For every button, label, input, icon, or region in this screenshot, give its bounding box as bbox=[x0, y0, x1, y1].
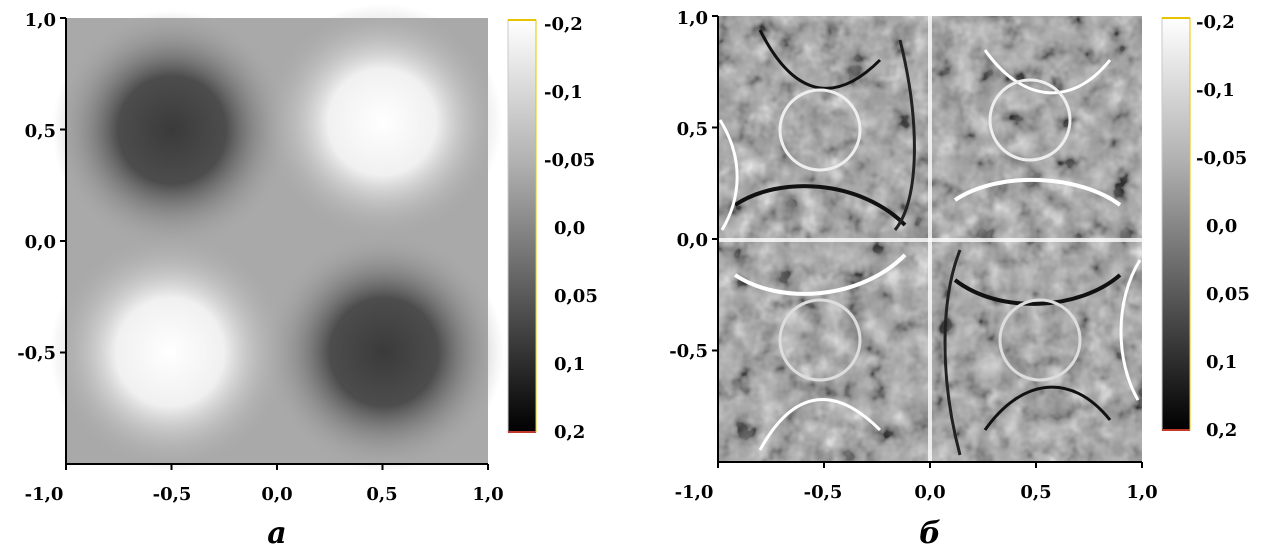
panel-label-b: б bbox=[919, 516, 941, 551]
ylabel-a-4: -0,5 bbox=[17, 343, 56, 364]
ylabel-b-4: -0,5 bbox=[669, 341, 708, 362]
ylabel-b-1: 1,0 bbox=[677, 8, 708, 29]
xlabel-a-3: 0,0 bbox=[261, 484, 292, 505]
heatmap-a-dark-blob-bottom-right bbox=[264, 232, 504, 472]
colorbar-a-label-4: 0,0 bbox=[554, 218, 585, 239]
panel-label-a: а bbox=[267, 516, 286, 551]
colorbar-b-label-6: 0,1 bbox=[1206, 352, 1237, 373]
colorbar-b-label-3: -0,05 bbox=[1196, 148, 1247, 169]
xlabel-a-2: -0,5 bbox=[153, 484, 192, 505]
colorbar-b bbox=[1161, 17, 1191, 431]
colorbar-a-label-3: -0,05 bbox=[544, 150, 595, 171]
colorbar-b-label-4: 0,0 bbox=[1206, 216, 1237, 237]
xlabel-b-2: -0,5 bbox=[804, 482, 843, 503]
ylabel-a-3: 0,0 bbox=[25, 232, 56, 253]
colorbar-a-label-1: -0,2 bbox=[544, 14, 583, 35]
xlabel-a-4: 0,5 bbox=[366, 484, 397, 505]
colorbar-a-label-6: 0,1 bbox=[554, 354, 585, 375]
colorbar-a-label-2: -0,1 bbox=[544, 82, 583, 103]
ylabel-b-3: 0,0 bbox=[677, 230, 708, 251]
colorbar-a-label-5: 0,05 bbox=[554, 286, 598, 307]
colorbar-b-label-5: 0,05 bbox=[1206, 284, 1250, 305]
heatmap-b-structures bbox=[718, 16, 1142, 462]
colorbar-b-label-7: 0,2 bbox=[1206, 420, 1237, 441]
ylabel-a-2: 0,5 bbox=[25, 121, 56, 142]
xlabel-b-5: 1,0 bbox=[1126, 482, 1157, 503]
panel-a: 1,0 0,5 0,0 -0,5 -1,0 -0,5 0,0 0,5 1,0 а… bbox=[17, 4, 598, 551]
panel-b: 1,0 0,5 0,0 -0,5 -1,0 -0,5 0,0 0,5 1,0 б… bbox=[669, 8, 1250, 551]
heatmap-a-light-blob-bottom-left bbox=[50, 232, 290, 472]
ticks-b bbox=[712, 15, 1143, 468]
ylabel-b-2: 0,5 bbox=[677, 119, 708, 140]
xlabel-b-1: -1,0 bbox=[675, 482, 714, 503]
heatmap-a-light-blob-top-right bbox=[262, 4, 502, 240]
xlabel-b-4: 0,5 bbox=[1020, 482, 1051, 503]
xlabel-b-3: 0,0 bbox=[914, 482, 945, 503]
ticks-a bbox=[60, 17, 489, 470]
colorbar-b-label-2: -0,1 bbox=[1196, 80, 1235, 101]
xlabel-a-1: -1,0 bbox=[25, 484, 64, 505]
colorbar-b-label-1: -0,2 bbox=[1196, 12, 1235, 33]
ylabel-a-1: 1,0 bbox=[25, 10, 56, 31]
heatmap-a-dark-blob-top-left bbox=[52, 10, 292, 250]
colorbar-a-label-7: 0,2 bbox=[554, 422, 585, 443]
colorbar-a bbox=[507, 19, 537, 433]
xlabel-a-5: 1,0 bbox=[472, 484, 503, 505]
